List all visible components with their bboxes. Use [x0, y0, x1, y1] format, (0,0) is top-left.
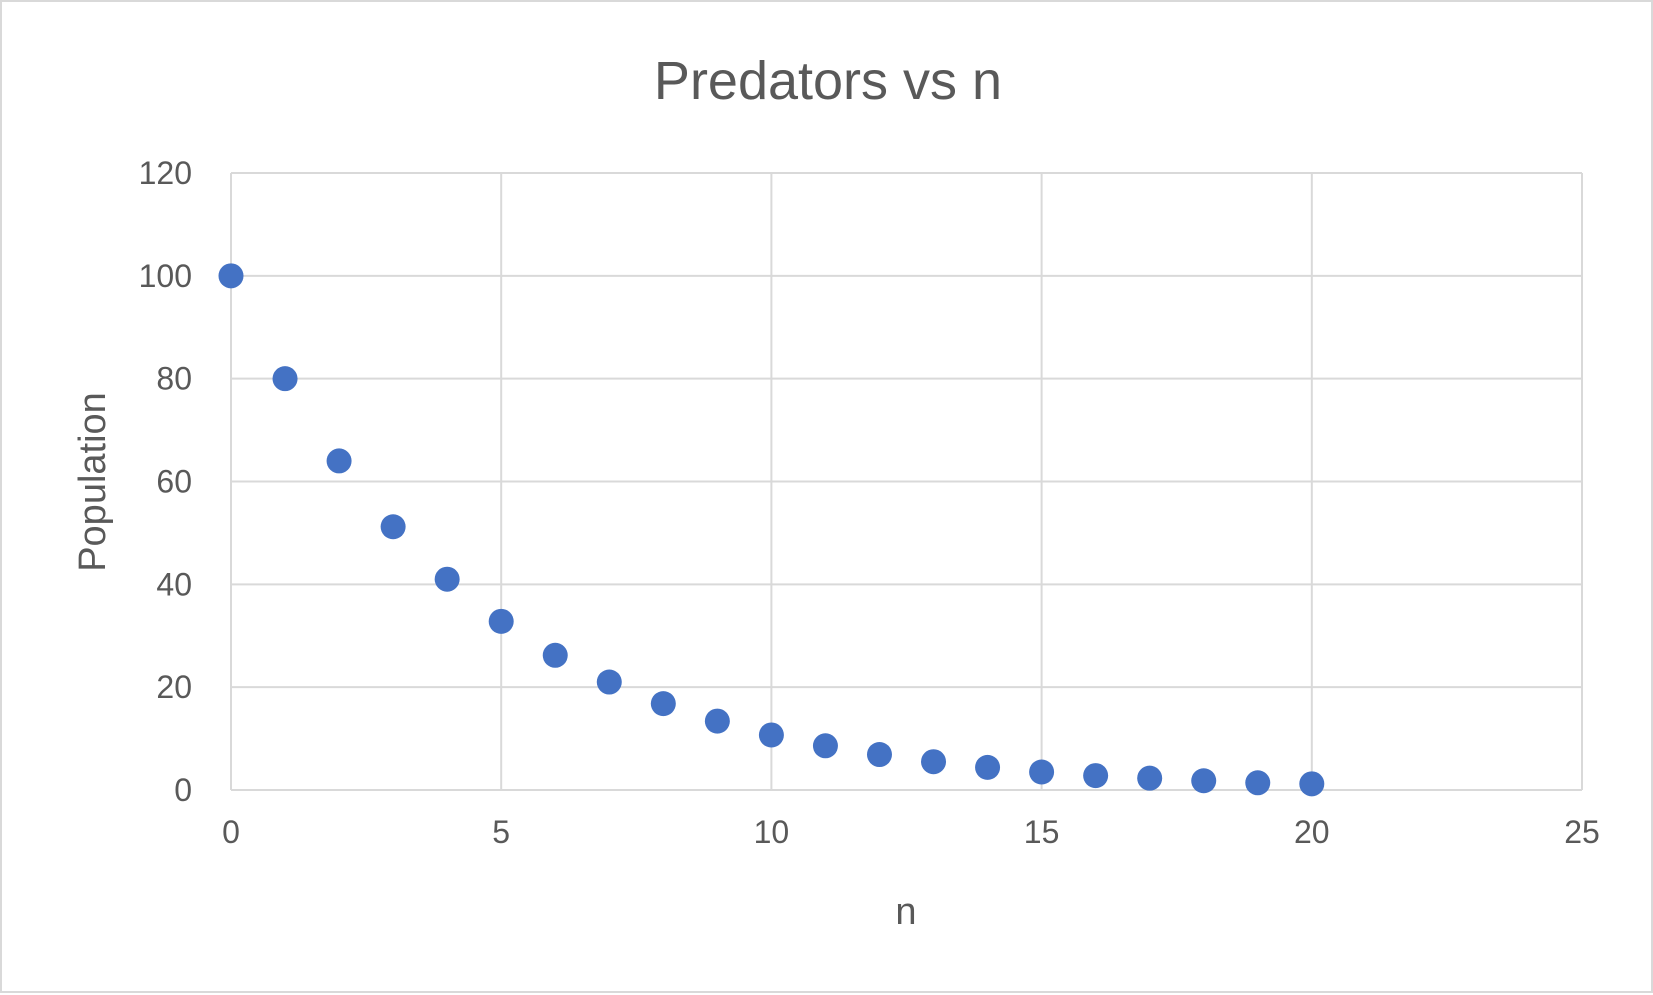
- y-axis-tick-labels: 0 20 40 60 80 100 120: [139, 155, 192, 808]
- data-point: [488, 608, 514, 634]
- x-tick-label: 20: [1294, 814, 1330, 850]
- y-tick-label: 80: [156, 361, 192, 397]
- x-axis-tick-labels: 0 5 10 15 20 25: [222, 814, 1600, 850]
- data-point: [218, 263, 244, 289]
- data-point: [1245, 770, 1271, 796]
- y-tick-label: 40: [156, 566, 192, 602]
- data-point: [380, 514, 406, 540]
- data-point: [326, 448, 352, 474]
- data-point: [921, 749, 947, 775]
- data-point: [650, 691, 676, 717]
- data-point: [1299, 771, 1325, 797]
- chart-title: Predators vs n: [654, 51, 1002, 111]
- data-point: [866, 742, 892, 768]
- x-tick-label: 0: [222, 814, 240, 850]
- x-tick-label: 5: [492, 814, 510, 850]
- data-point: [812, 733, 838, 759]
- y-tick-label: 20: [156, 669, 192, 705]
- data-point: [1029, 759, 1055, 785]
- y-tick-label: 120: [139, 155, 192, 191]
- gridlines: [230, 172, 1583, 791]
- x-axis-title: n: [895, 891, 916, 933]
- data-points: [218, 263, 1325, 797]
- data-point: [272, 366, 298, 392]
- data-point: [542, 642, 568, 668]
- data-point: [1191, 768, 1217, 794]
- y-tick-label: 60: [156, 464, 192, 500]
- x-tick-label: 25: [1564, 814, 1600, 850]
- data-point: [434, 566, 460, 592]
- data-point: [975, 754, 1001, 780]
- y-tick-label: 100: [139, 258, 192, 294]
- data-point: [758, 722, 784, 748]
- data-point: [596, 669, 622, 695]
- x-tick-label: 10: [754, 814, 790, 850]
- y-tick-label: 0: [174, 772, 192, 808]
- y-axis-title: Population: [72, 392, 114, 572]
- data-point: [1137, 765, 1163, 791]
- data-point: [704, 708, 730, 734]
- data-point: [1083, 763, 1109, 789]
- x-tick-label: 15: [1024, 814, 1060, 850]
